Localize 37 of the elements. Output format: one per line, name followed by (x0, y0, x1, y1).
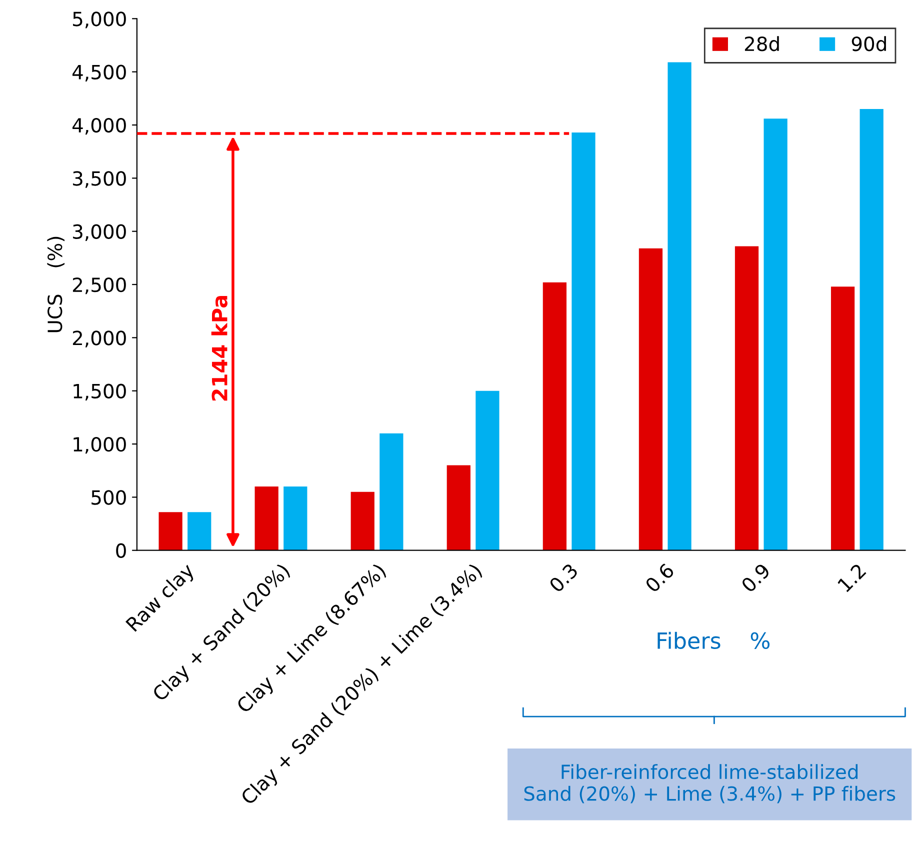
bar (158, 512, 182, 550)
bar (188, 512, 212, 550)
bar (860, 109, 884, 550)
x-tick-label: 0.6 (644, 562, 675, 594)
bar (446, 465, 470, 550)
y-tick-label: 1,000 (74, 436, 126, 454)
y-tick-label: 4,000 (72, 118, 126, 135)
y-tick-label: 2,500 (72, 277, 126, 294)
bar (350, 492, 374, 550)
bar (668, 62, 692, 550)
y-tick-label: 1,500 (74, 384, 126, 400)
legend-label: 90d (852, 36, 886, 52)
bar (542, 282, 566, 550)
bar (284, 486, 308, 550)
y-tick-label: 0 (116, 543, 126, 558)
bar (764, 118, 788, 550)
bar (476, 390, 500, 550)
y-tick-label: 3,500 (73, 171, 126, 188)
bar (254, 486, 278, 550)
x-tick-label: 1.2 (837, 563, 866, 592)
legend-label: 28d (744, 36, 779, 52)
bar (638, 248, 663, 550)
x-axis-title: Fibers % (658, 632, 770, 650)
x-tick-label: 0.9 (740, 562, 771, 594)
y-tick-label: 500 (92, 490, 126, 505)
y-tick-label: 5,000 (73, 12, 126, 28)
text: Fiber-reinforced lime-stabilized Sand (20%) + Lime (3.4%) + PP fibers (524, 764, 896, 804)
bar (380, 433, 404, 550)
annotation: 2144 kPa (211, 296, 228, 401)
bar (734, 246, 759, 550)
bar (572, 132, 596, 550)
bar (830, 286, 855, 550)
y-tick-label: 2,000 (72, 330, 126, 348)
y-tick-label: 4,500 (72, 64, 126, 82)
y-tick-label: 3,000 (73, 224, 126, 241)
x-tick-label: 0.3 (548, 562, 579, 594)
y-axis-title: UCS (%) (47, 236, 65, 332)
